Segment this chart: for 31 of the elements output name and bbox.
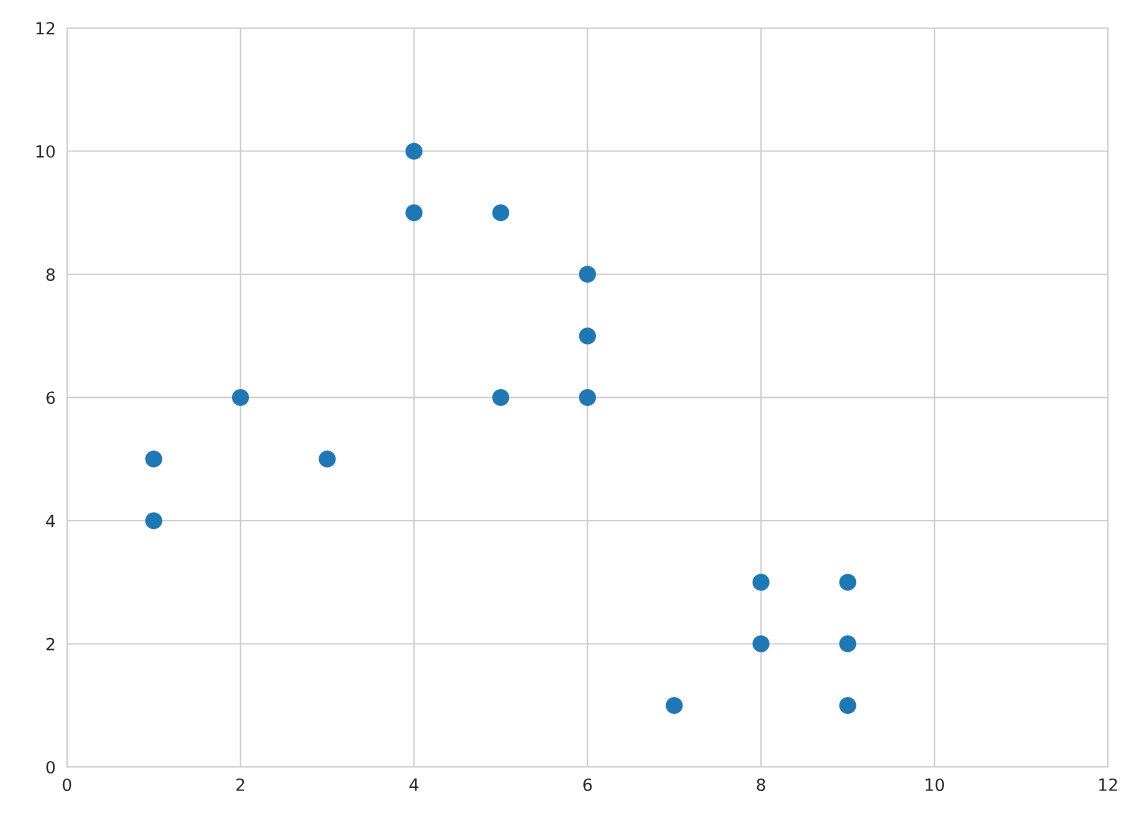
point bbox=[405, 142, 423, 160]
point bbox=[318, 450, 336, 468]
point bbox=[752, 573, 770, 591]
x-tick-label: 10 bbox=[925, 778, 944, 792]
point bbox=[839, 573, 857, 591]
point bbox=[578, 327, 597, 345]
point bbox=[492, 388, 510, 407]
point bbox=[145, 450, 163, 468]
point bbox=[839, 635, 857, 653]
point bbox=[231, 388, 250, 407]
x-tick-label: 4 bbox=[409, 778, 419, 791]
point bbox=[839, 696, 857, 714]
x-tick-label: 2 bbox=[236, 778, 245, 791]
point bbox=[578, 388, 597, 407]
x-tick-label: 6 bbox=[583, 778, 592, 792]
point bbox=[145, 512, 163, 530]
x-tick-label: 8 bbox=[756, 778, 766, 792]
point bbox=[752, 635, 770, 653]
point bbox=[665, 696, 683, 714]
y-tick-label: 10 bbox=[36, 145, 55, 158]
point bbox=[492, 204, 510, 222]
y-tick-label: 0 bbox=[46, 760, 55, 774]
x-tick-label: 0 bbox=[62, 778, 72, 792]
y-tick-label: 12 bbox=[36, 21, 55, 35]
y-tick-label: 2 bbox=[46, 637, 55, 651]
point bbox=[578, 265, 597, 283]
point bbox=[405, 204, 423, 222]
y-tick-label: 6 bbox=[46, 391, 55, 405]
y-tick-label: 8 bbox=[46, 268, 55, 281]
x-tick-label: 12 bbox=[1099, 778, 1117, 791]
y-tick-label: 4 bbox=[46, 514, 55, 527]
